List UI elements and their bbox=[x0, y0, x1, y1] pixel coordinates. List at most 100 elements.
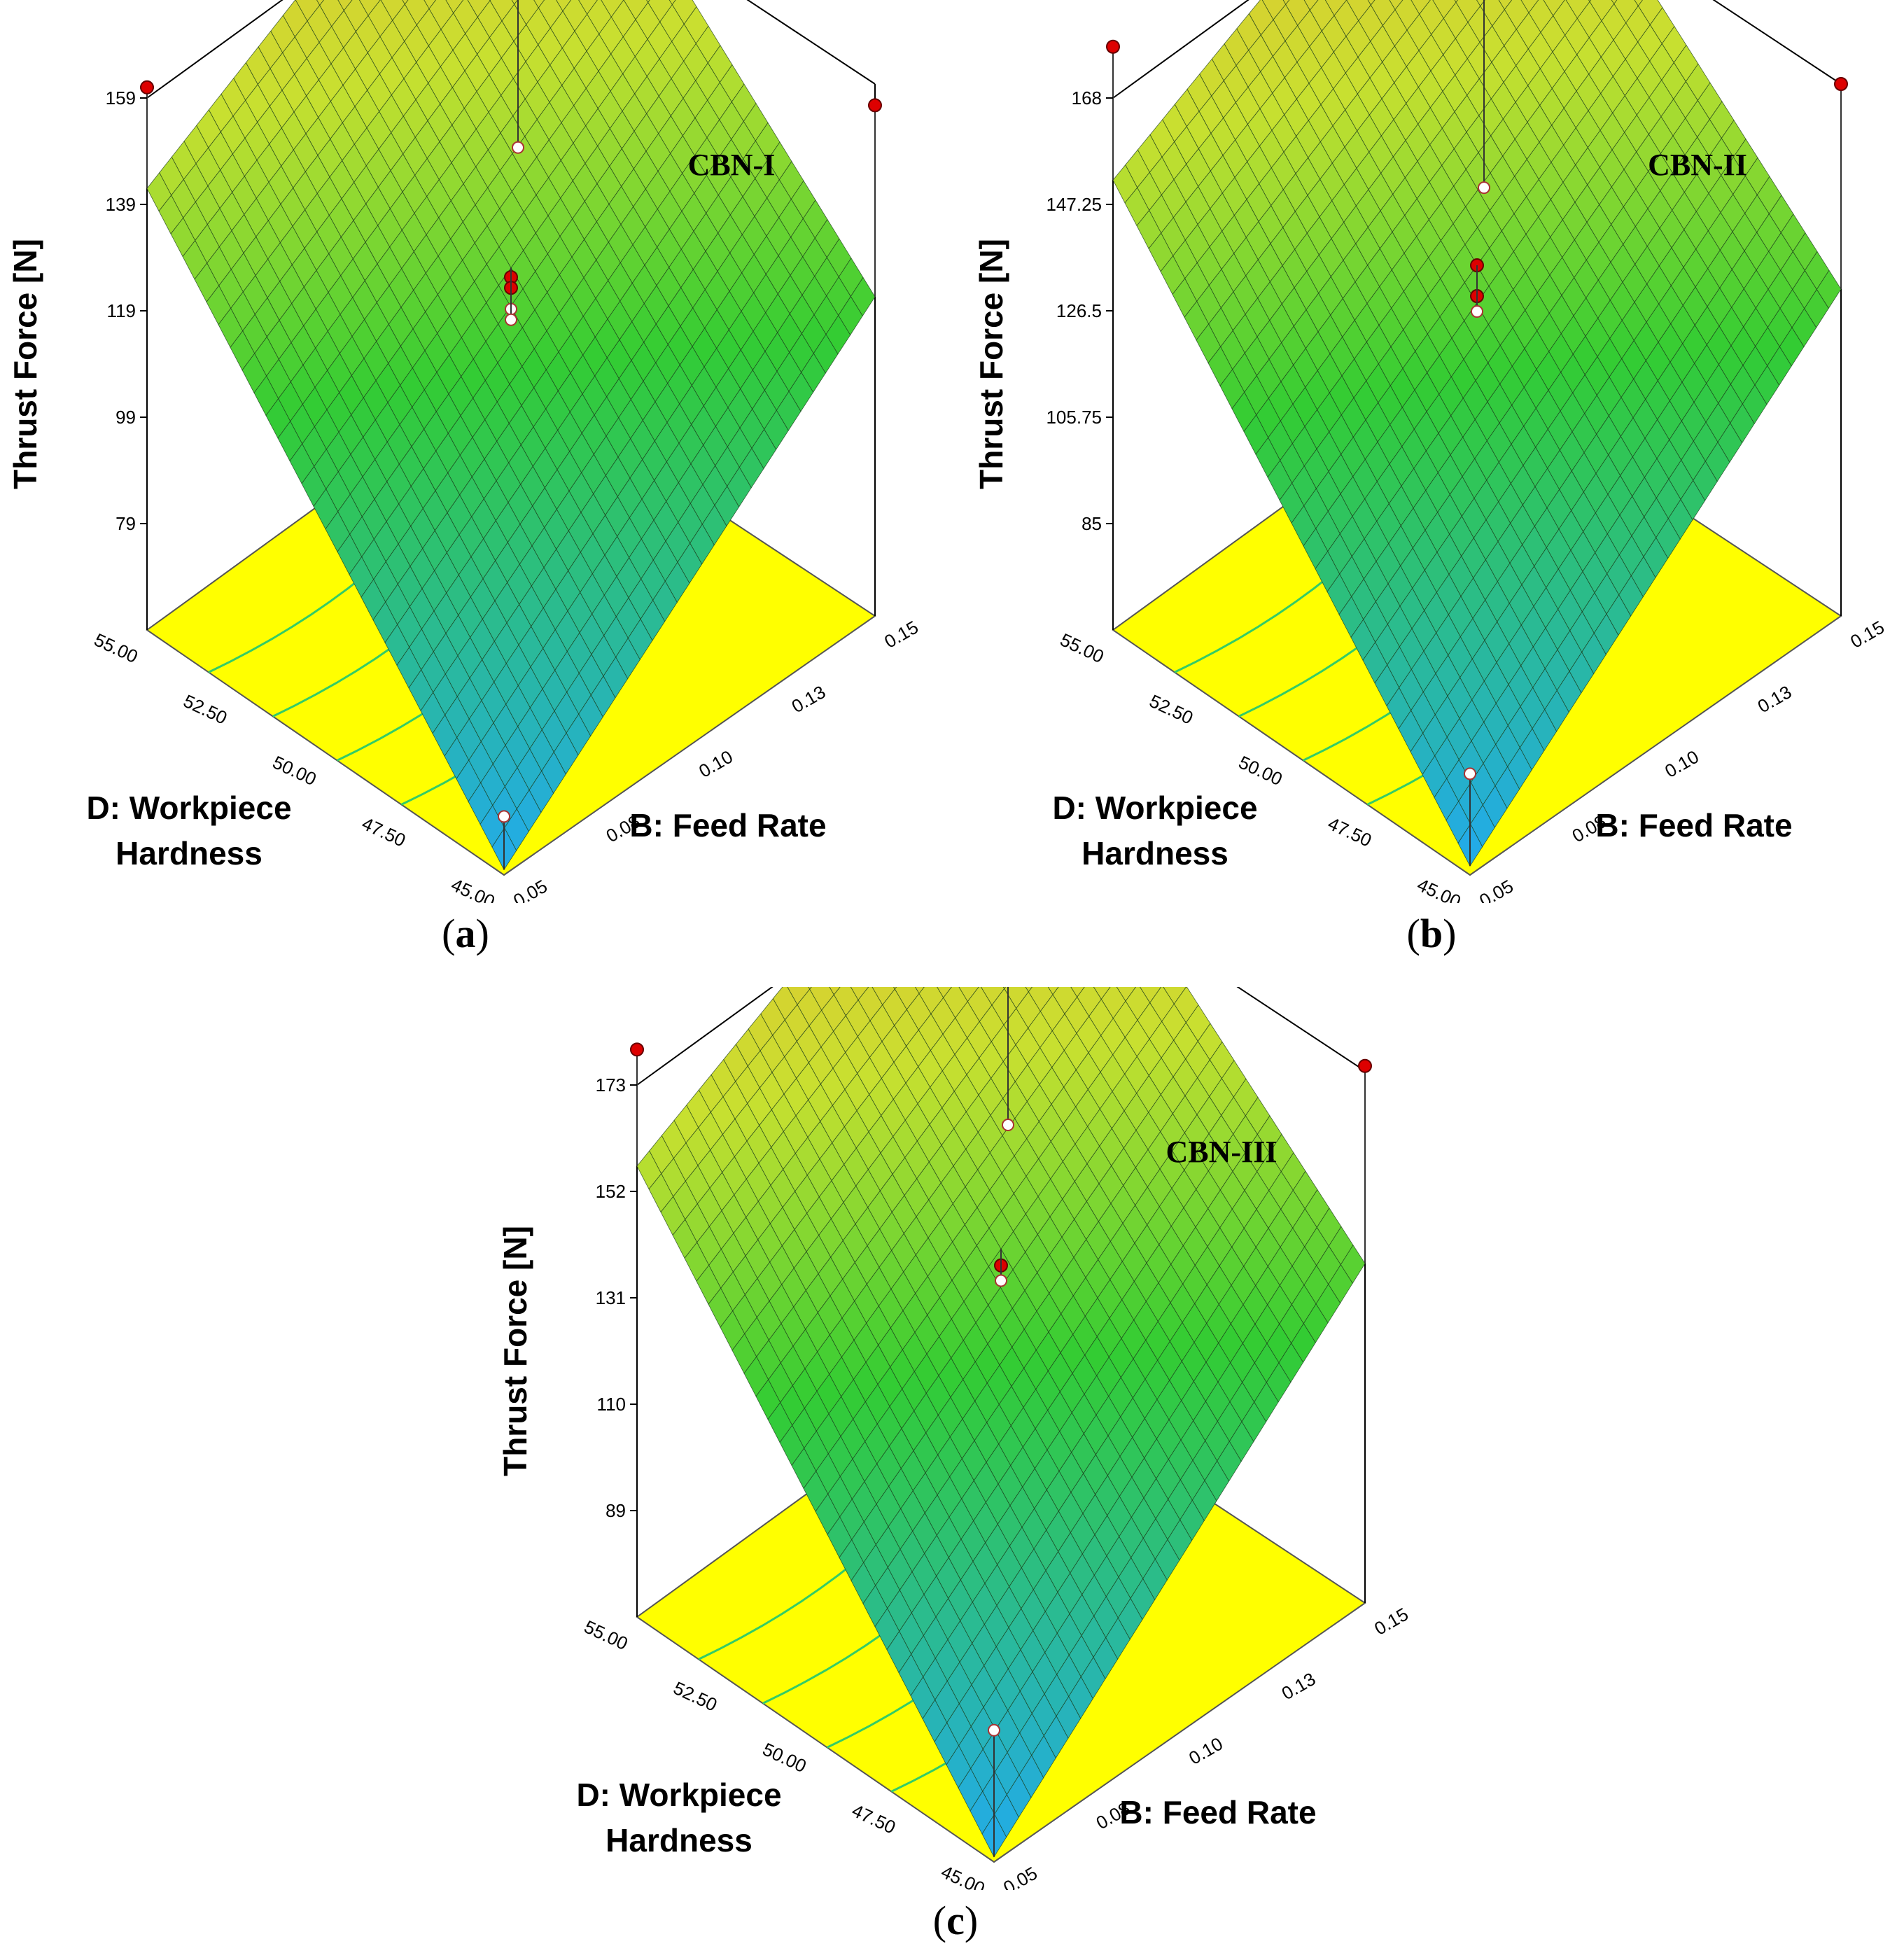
surface-cell bbox=[1634, 0, 1643, 7]
surface-cell bbox=[1303, 0, 1319, 11]
surface-mesh bbox=[146, 0, 876, 871]
panel-b: 85 105.75 126.5 147.25 168 0.05 0.08 0.10 0.13 0.… bbox=[966, 0, 1897, 956]
design-point-marker bbox=[988, 1723, 1000, 1737]
z-axis-title: Thrust Force [N] bbox=[973, 239, 1009, 489]
x-tick-label: 0.10 bbox=[1185, 1733, 1226, 1769]
x-tick-label: 0.10 bbox=[1661, 746, 1702, 782]
x-axis-title: B: Feed Rate bbox=[1595, 807, 1792, 844]
box-edge-top bbox=[146, 0, 876, 99]
y-tick-label: 52.50 bbox=[1146, 690, 1196, 729]
x-axis-title: B: Feed Rate bbox=[629, 807, 826, 844]
design-point-marker bbox=[1358, 1058, 1372, 1073]
design-point-marker bbox=[505, 313, 517, 326]
z-tick-label: 119 bbox=[107, 300, 136, 321]
y-tick-label: 47.50 bbox=[1324, 813, 1375, 851]
box-edge-top bbox=[636, 987, 1366, 1086]
design-point-marker bbox=[1834, 77, 1848, 91]
surface-cell bbox=[424, 0, 437, 10]
y-tick-label: 47.50 bbox=[848, 1800, 899, 1838]
box-edge-top bbox=[1112, 0, 1842, 99]
z-tick-label: 147.25 bbox=[1046, 194, 1102, 215]
design-point-marker bbox=[1478, 181, 1490, 195]
surface-cell bbox=[1389, 0, 1404, 10]
x-tick-label: 0.15 bbox=[881, 617, 922, 652]
surface-cell bbox=[1476, 0, 1485, 7]
y-axis-title-line2: Hardness bbox=[1082, 835, 1228, 872]
z-tick-label: 159 bbox=[106, 88, 136, 108]
surface-mesh bbox=[636, 987, 1366, 1858]
x-tick-label: 0.05 bbox=[1476, 876, 1517, 903]
x-tick-label: 0.13 bbox=[1278, 1668, 1320, 1704]
caption-b: (b) bbox=[1406, 911, 1457, 956]
y-tick-label: 50.00 bbox=[1236, 751, 1286, 790]
x-tick-label: 0.13 bbox=[788, 681, 830, 717]
x-tick-label: 0.13 bbox=[1754, 681, 1795, 717]
y-tick-label: 55.00 bbox=[91, 629, 141, 667]
panel-a: 79 99 119 139 159 0.05 0.08 0.10 0.13 0.15 45.00 47… bbox=[0, 0, 931, 956]
z-tick-label: 152 bbox=[596, 1181, 626, 1202]
z-tick-label: 85 bbox=[1082, 513, 1102, 534]
y-tick-label: 55.00 bbox=[1057, 629, 1107, 667]
y-axis-title-line1: D: Workpiece bbox=[576, 1777, 781, 1813]
y-tick-label: 55.00 bbox=[581, 1616, 631, 1654]
surface-cell bbox=[556, 0, 572, 12]
y-tick-label: 52.50 bbox=[180, 690, 230, 729]
surface-chart-c: 891101311521730.050.080.100.130.1545.004… bbox=[497, 987, 1412, 1890]
z-tick-label: 89 bbox=[606, 1500, 626, 1521]
surface-cell bbox=[829, 987, 841, 995]
design-point-marker bbox=[512, 141, 524, 154]
y-axis-title-line1: D: Workpiece bbox=[86, 790, 291, 826]
z-tick-label: 110 bbox=[597, 1394, 626, 1415]
y-axis-title-line2: Hardness bbox=[606, 1822, 752, 1858]
panel-c: 89 110 131 152 173 0.05 0.08 0.10 0.13 0.15 45.00 4… bbox=[490, 987, 1421, 1943]
tool-label: CBN-I bbox=[688, 148, 776, 182]
surface-cell bbox=[1282, 0, 1290, 6]
design-point-marker bbox=[498, 810, 510, 823]
x-axis-title: B: Feed Rate bbox=[1119, 1794, 1316, 1830]
surface-chart-a: 79991191391590.050.080.100.130.1545.0047… bbox=[7, 0, 922, 903]
y-tick-label: 45.00 bbox=[448, 874, 498, 903]
z-tick-label: 131 bbox=[596, 1287, 626, 1308]
z-tick-label: 105.75 bbox=[1046, 407, 1102, 428]
design-point-marker bbox=[630, 1042, 644, 1057]
y-tick-label: 45.00 bbox=[1414, 874, 1464, 903]
surface-cell bbox=[668, 0, 676, 6]
tool-label: CBN-II bbox=[1648, 148, 1747, 182]
surface-cell bbox=[1367, 0, 1376, 6]
surface-cell bbox=[1611, 0, 1618, 5]
surface-cell bbox=[646, 0, 650, 4]
y-tick-label: 45.00 bbox=[938, 1861, 988, 1890]
surface-cell bbox=[337, 0, 353, 11]
z-tick-label: 79 bbox=[115, 513, 136, 534]
surface-cell bbox=[1047, 987, 1059, 995]
design-point-marker bbox=[1464, 767, 1476, 780]
surface-mesh bbox=[1112, 0, 1842, 867]
z-tick-label: 126.5 bbox=[1056, 300, 1102, 321]
surface-cell bbox=[1070, 987, 1085, 998]
x-tick-label: 0.05 bbox=[510, 876, 551, 903]
surface-cell bbox=[402, 0, 409, 5]
surface-cell bbox=[915, 987, 925, 995]
y-axis-title-line1: D: Workpiece bbox=[1052, 790, 1257, 826]
design-point-marker bbox=[140, 80, 154, 94]
design-point-marker bbox=[1106, 39, 1120, 54]
x-tick-label: 0.15 bbox=[1371, 1604, 1412, 1639]
y-tick-label: 47.50 bbox=[358, 813, 409, 851]
surface-cell bbox=[511, 0, 518, 5]
surface-cell bbox=[533, 0, 545, 8]
surface-cell bbox=[1498, 0, 1513, 10]
x-tick-label: 0.15 bbox=[1847, 617, 1888, 652]
design-point-marker bbox=[995, 1274, 1007, 1287]
design-point-marker bbox=[868, 98, 882, 113]
surface-cell bbox=[316, 0, 325, 6]
y-axis-title-line2: Hardness bbox=[115, 835, 262, 872]
z-axis-title: Thrust Force [N] bbox=[7, 239, 43, 489]
surface-chart-b: 85105.75126.5147.251680.050.080.100.130.… bbox=[973, 0, 1888, 903]
surface-cell bbox=[1025, 987, 1032, 993]
surface-cell bbox=[937, 987, 952, 999]
y-tick-label: 50.00 bbox=[270, 751, 320, 790]
x-tick-label: 0.10 bbox=[695, 746, 736, 782]
design-point-marker bbox=[1471, 304, 1483, 318]
z-tick-label: 173 bbox=[596, 1074, 626, 1096]
y-tick-label: 52.50 bbox=[670, 1677, 720, 1716]
